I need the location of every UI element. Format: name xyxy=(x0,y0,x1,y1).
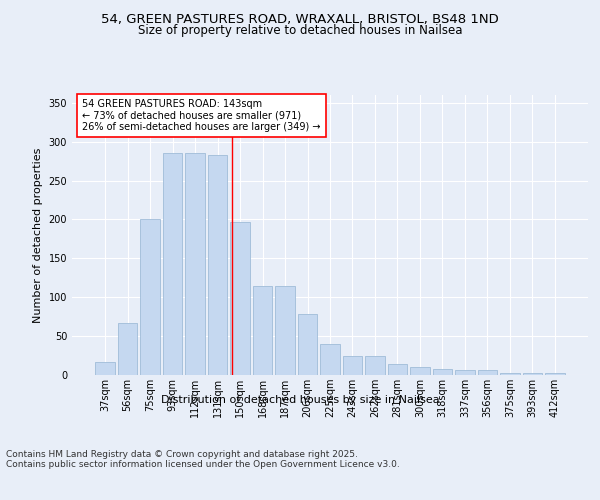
Bar xyxy=(455,370,475,375)
Bar xyxy=(185,154,205,375)
Bar xyxy=(343,356,362,375)
Text: Size of property relative to detached houses in Nailsea: Size of property relative to detached ho… xyxy=(138,24,462,37)
Bar xyxy=(275,286,295,375)
Bar xyxy=(478,370,497,375)
Bar xyxy=(208,155,227,375)
Bar xyxy=(95,362,115,375)
Text: 54 GREEN PASTURES ROAD: 143sqm
← 73% of detached houses are smaller (971)
26% of: 54 GREEN PASTURES ROAD: 143sqm ← 73% of … xyxy=(82,99,321,132)
Bar xyxy=(298,314,317,375)
Bar xyxy=(320,344,340,375)
Bar xyxy=(523,374,542,375)
Text: 54, GREEN PASTURES ROAD, WRAXALL, BRISTOL, BS48 1ND: 54, GREEN PASTURES ROAD, WRAXALL, BRISTO… xyxy=(101,12,499,26)
Text: Contains HM Land Registry data © Crown copyright and database right 2025.
Contai: Contains HM Land Registry data © Crown c… xyxy=(6,450,400,469)
Bar xyxy=(253,286,272,375)
Bar xyxy=(230,222,250,375)
Text: Distribution of detached houses by size in Nailsea: Distribution of detached houses by size … xyxy=(161,395,439,405)
Bar xyxy=(118,323,137,375)
Bar xyxy=(410,367,430,375)
Bar xyxy=(545,372,565,375)
Bar xyxy=(500,372,520,375)
Bar xyxy=(365,356,385,375)
Bar xyxy=(140,218,160,375)
Bar xyxy=(433,369,452,375)
Y-axis label: Number of detached properties: Number of detached properties xyxy=(33,148,43,322)
Bar xyxy=(163,154,182,375)
Bar xyxy=(388,364,407,375)
